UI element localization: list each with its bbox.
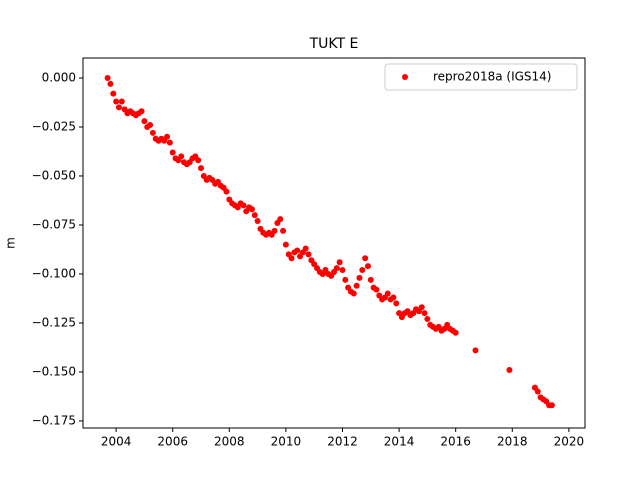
chart-title: TUKT E <box>309 36 359 52</box>
data-point <box>305 251 312 258</box>
y-axis-label: m <box>4 237 18 249</box>
data-point <box>336 259 343 266</box>
data-point <box>294 247 301 254</box>
y-tick-label: −0.075 <box>32 217 76 231</box>
y-tick-label: −0.125 <box>32 315 76 329</box>
data-point <box>367 276 374 283</box>
data-point <box>342 276 349 283</box>
data-point <box>149 129 156 136</box>
data-point <box>164 133 171 140</box>
data-point <box>452 329 459 336</box>
data-point <box>333 265 340 272</box>
data-point <box>198 165 205 172</box>
x-tick-label: 2010 <box>271 435 302 449</box>
x-tick-label: 2018 <box>497 435 528 449</box>
y-tick-label: 0.000 <box>42 70 76 84</box>
plot-frame <box>82 57 586 429</box>
data-point <box>356 274 363 281</box>
data-point <box>271 227 278 234</box>
data-point <box>362 255 369 262</box>
data-point <box>195 157 202 164</box>
data-point <box>110 90 117 97</box>
data-point <box>384 290 391 297</box>
data-point <box>240 202 247 209</box>
data-point <box>147 122 154 129</box>
x-tick-label: 2006 <box>157 435 188 449</box>
data-point <box>138 108 145 115</box>
data-point <box>472 347 479 354</box>
data-point <box>548 402 555 409</box>
data-point <box>223 188 230 195</box>
data-point <box>118 98 125 105</box>
data-point <box>424 316 431 323</box>
data-point <box>353 282 360 289</box>
y-tick-label: −0.025 <box>32 119 76 133</box>
data-point <box>104 74 111 81</box>
x-tick-label: 2014 <box>384 435 415 449</box>
x-tick-label: 2008 <box>214 435 245 449</box>
data-point <box>115 104 122 111</box>
data-point <box>288 255 295 262</box>
data-point <box>390 294 397 301</box>
data-point <box>339 267 346 274</box>
data-point <box>421 310 428 317</box>
x-tick-label: 2020 <box>554 435 585 449</box>
y-tick-label: −0.100 <box>32 266 76 280</box>
data-point <box>166 139 173 146</box>
y-tick-label: −0.150 <box>32 364 76 378</box>
data-point <box>350 290 357 297</box>
legend-box <box>384 63 578 91</box>
data-point <box>302 245 309 252</box>
data-point <box>418 304 425 311</box>
data-point <box>282 241 289 248</box>
data-point <box>178 153 185 160</box>
legend-marker <box>402 74 408 80</box>
legend-label: repro2018a (IGS14) <box>433 70 551 84</box>
data-point <box>277 216 284 223</box>
y-tick-label: −0.050 <box>32 168 76 182</box>
y-tick-label: −0.175 <box>32 413 76 427</box>
data-point <box>248 206 255 213</box>
data-point <box>393 300 400 307</box>
data-point <box>364 263 371 270</box>
x-tick-label: 2004 <box>101 435 132 449</box>
data-point <box>141 118 148 125</box>
data-point <box>359 267 366 274</box>
data-point <box>107 80 114 87</box>
data-point <box>251 212 258 219</box>
data-point <box>280 227 287 234</box>
data-point <box>506 366 513 373</box>
data-point <box>169 149 176 156</box>
x-tick-label: 2012 <box>327 435 358 449</box>
x-tick-label: 2016 <box>440 435 471 449</box>
data-point <box>113 98 120 105</box>
data-point <box>373 286 380 293</box>
data-point <box>534 388 541 395</box>
data-point <box>254 218 261 225</box>
